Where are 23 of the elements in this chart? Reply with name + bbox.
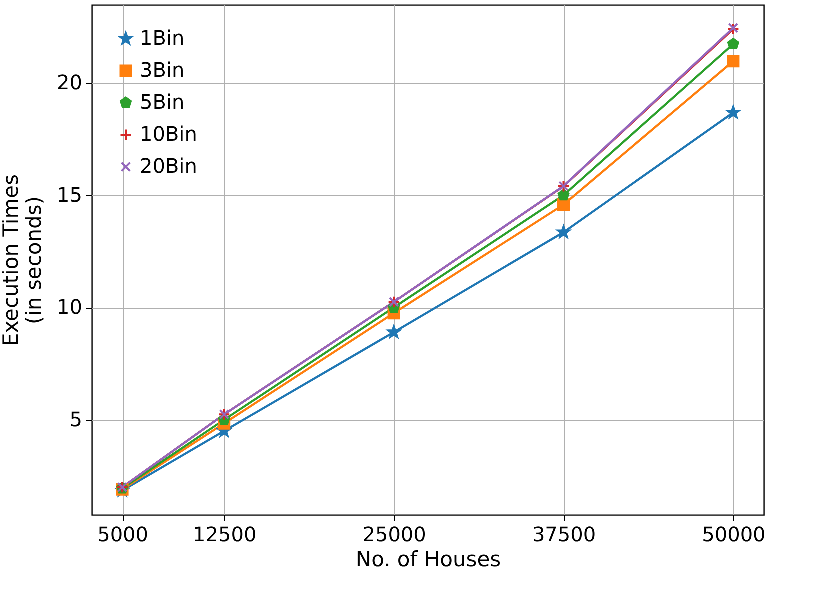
x-axis-title: No. of Houses: [356, 548, 502, 572]
point: [558, 198, 570, 212]
legend-label: 1Bin: [140, 26, 185, 50]
y-axis-title: Execution Times (in seconds): [0, 174, 46, 347]
y-tick-label: 5: [70, 408, 82, 432]
x-tick-label: 37500: [532, 522, 596, 546]
point: [727, 38, 740, 50]
x-tick-label: 50000: [702, 522, 766, 546]
legend-label: 20Bin: [140, 154, 198, 178]
x-tick-label: 5000: [98, 522, 148, 546]
point: [557, 226, 570, 238]
legend-label: 10Bin: [140, 122, 198, 146]
point: [727, 55, 740, 68]
x-tick-label: 25000: [362, 522, 426, 546]
point: [726, 106, 740, 118]
legend-label: 3Bin: [140, 58, 185, 82]
legend-label: 5Bin: [140, 90, 185, 114]
x-tick-label: 12500: [193, 522, 257, 546]
point: [388, 326, 401, 338]
point: [558, 189, 570, 201]
y-tick-label: 10: [57, 295, 82, 320]
y-tick-label: 15: [57, 182, 82, 207]
y-tick-label: 20: [57, 70, 82, 95]
